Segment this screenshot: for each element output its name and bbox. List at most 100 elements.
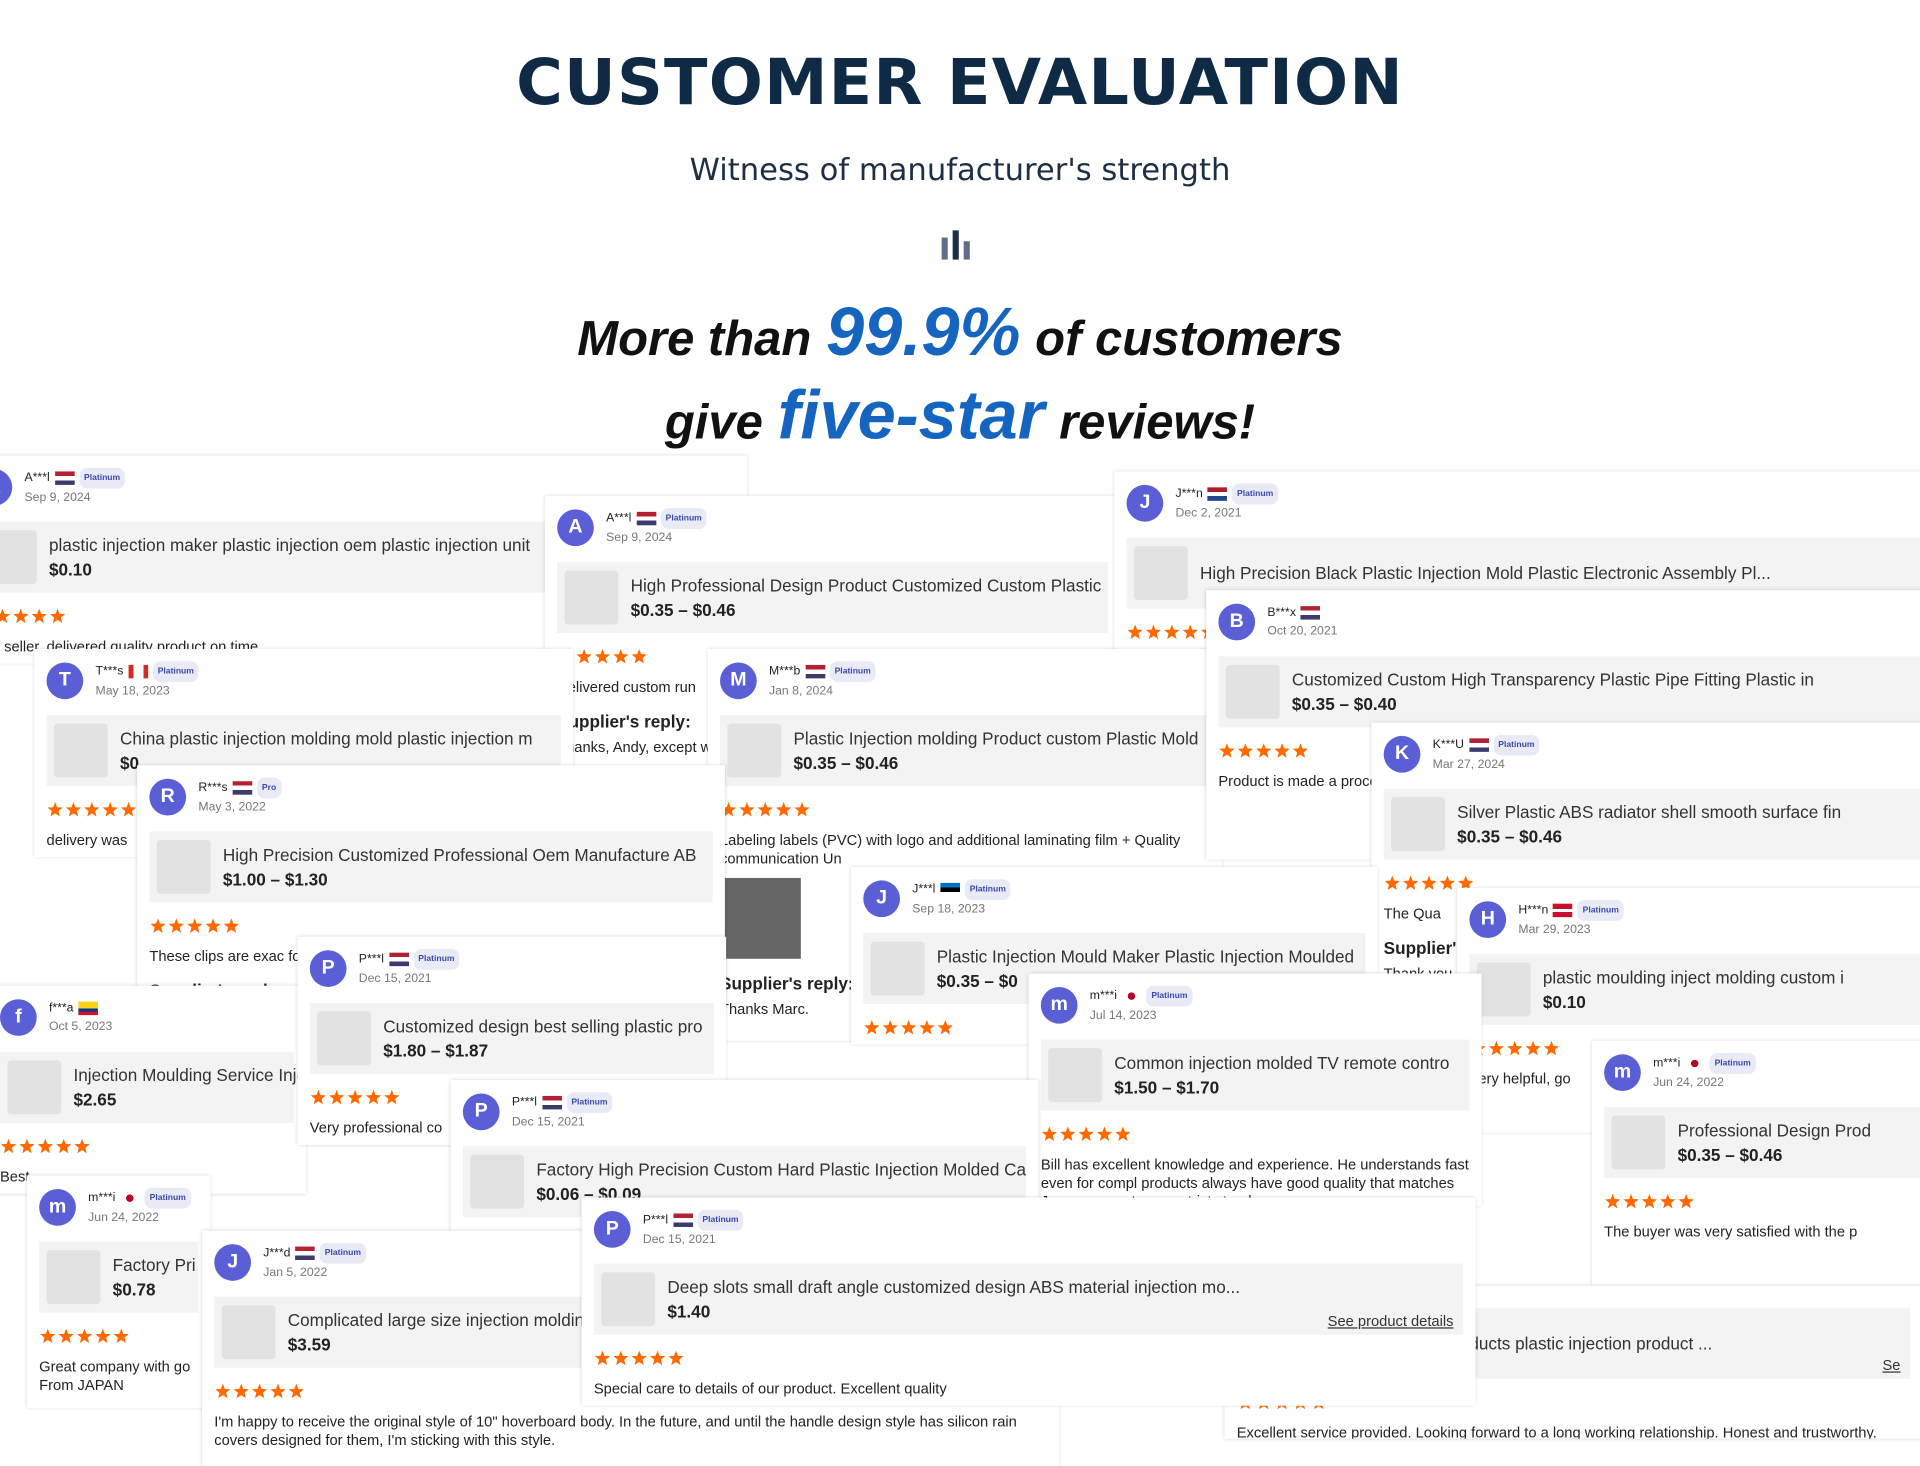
star: [649, 1350, 666, 1366]
reviewer-name: M***b: [768, 664, 801, 679]
product-price: $0.35 – $0.46: [630, 600, 736, 620]
name-row: P***l Platinum: [358, 948, 460, 970]
star: [937, 1020, 953, 1035]
star: [919, 1020, 935, 1035]
reviewer-name: P***l: [511, 1095, 538, 1110]
flag: [1468, 738, 1489, 752]
product-title: Plastic Injection Mould Maker Plastic In…: [936, 946, 1355, 967]
name-row: J***l Platinum: [912, 879, 1011, 901]
reviewer-name: P***l: [358, 952, 384, 967]
avatar: B: [1218, 603, 1256, 641]
review-date: Jul 14, 2023: [1089, 1008, 1157, 1023]
product-row: Silver Plastic ABS radiator shell smooth…: [1383, 788, 1920, 860]
star: [1182, 624, 1198, 639]
stars: [1384, 875, 1474, 890]
product-info: plastic moulding inject molding custom i…: [1543, 967, 1844, 1011]
stars: [150, 918, 240, 933]
stars: [594, 1350, 684, 1366]
star: [113, 1328, 129, 1344]
review-date: Dec 15, 2021: [642, 1233, 716, 1247]
product-title: Factory Pri: [112, 1255, 196, 1275]
star: [1678, 1193, 1694, 1209]
star: [1403, 875, 1419, 890]
reviewer-name: A***l: [606, 511, 632, 526]
flag: [388, 952, 409, 967]
badge: Platinum: [1577, 900, 1624, 921]
star: [49, 608, 66, 624]
star: [1488, 1040, 1504, 1056]
star: [365, 1089, 382, 1105]
product-info: plastic injection maker plastic injectio…: [49, 535, 530, 579]
flag: [1207, 487, 1228, 501]
text: give: [664, 395, 763, 450]
review-card: m m***i Platinum Jun 24, 2022 Professional D…: [1591, 1040, 1920, 1286]
star: [1041, 1126, 1057, 1141]
reviewer: H***n Platinum Mar 29, 2023: [1518, 900, 1624, 939]
reply-text: Thanks, Andy, except w: [557, 738, 712, 756]
star: [187, 918, 203, 933]
review-date: Sep 18, 2023: [912, 902, 986, 916]
star: [1605, 1193, 1621, 1209]
star: [594, 1350, 611, 1366]
text: More than: [577, 312, 812, 367]
star: [1623, 1193, 1639, 1209]
star: [1274, 743, 1290, 758]
review-header: P P***l Platinum Dec 15, 2021: [462, 1090, 1026, 1134]
review-date: Jun 24, 2022: [88, 1211, 159, 1225]
product-title: Injection Moulding Service Inje: [73, 1065, 306, 1085]
product-title: Customized design best selling plastic p…: [383, 1016, 703, 1036]
review-card: m m***i Platinum Jun 24, 2022 Factory Pri $0.…: [26, 1175, 211, 1409]
star: [720, 802, 737, 817]
product-price: $0.10: [48, 559, 92, 580]
reviewer: P***l Platinum Dec 15, 2021: [512, 1092, 613, 1131]
product-thumb: [1476, 962, 1531, 1017]
product-title: Silver Plastic ABS radiator shell smooth…: [1457, 802, 1842, 822]
product-price: $1.80 – $1.87: [383, 1040, 489, 1061]
star: [576, 648, 592, 664]
star: [1507, 1040, 1523, 1056]
star: [1292, 743, 1309, 758]
product-row: Deep slots small draft angle customized …: [593, 1263, 1464, 1335]
reviewer-name: m***i: [1653, 1056, 1681, 1071]
product-title: plastic moulding inject molding custom i: [1542, 967, 1844, 987]
stars: [1605, 1193, 1694, 1209]
product-link[interactable]: Se: [1882, 1356, 1901, 1374]
stars: [47, 802, 137, 817]
product-thumb: [1048, 1048, 1103, 1103]
flag: [1300, 606, 1321, 620]
star: [233, 1383, 249, 1399]
review-date: Dec 2, 2021: [1175, 506, 1242, 521]
reviewer: P***l Platinum Dec 15, 2021: [358, 948, 460, 988]
product-title: Deep slots small draft angle customized …: [667, 1277, 1241, 1297]
star: [13, 608, 29, 624]
reply-label: Supplier's reply:: [557, 711, 691, 732]
star: [794, 802, 810, 817]
product-thumb: [1225, 664, 1280, 719]
product-thumb: [317, 1011, 372, 1066]
star: [631, 648, 647, 664]
headline-1: More than 99.9% of customers: [0, 291, 1920, 371]
avatar: f: [0, 999, 37, 1036]
flag: [1553, 903, 1573, 918]
star: [205, 918, 221, 933]
product-title: plastic injection maker plastic injectio…: [48, 535, 531, 555]
avatar: R: [149, 778, 187, 816]
product-row: Customized Custom High Transparency Plas…: [1218, 656, 1920, 728]
stars: [864, 1020, 953, 1035]
flag: [1685, 1056, 1705, 1071]
star: [1145, 624, 1162, 639]
star: [76, 1328, 93, 1344]
reviewer-name: B***x: [1267, 606, 1296, 620]
avatar: m: [39, 1188, 76, 1226]
product-price: $1.40: [667, 1301, 711, 1322]
star: [84, 802, 100, 817]
star: [270, 1383, 286, 1399]
product-link[interactable]: See product details: [1327, 1312, 1454, 1330]
star: [1421, 875, 1437, 890]
product-thumb: [46, 1250, 101, 1305]
review-text: Product is made a process.: [1218, 772, 1397, 790]
review-text: Best: [0, 1168, 30, 1186]
review-card: f f***a Oct 5, 2023 Injection Moulding Serv…: [0, 985, 307, 1194]
name-row: R***s Pro: [198, 777, 282, 799]
badge: Platinum: [1709, 1053, 1756, 1074]
